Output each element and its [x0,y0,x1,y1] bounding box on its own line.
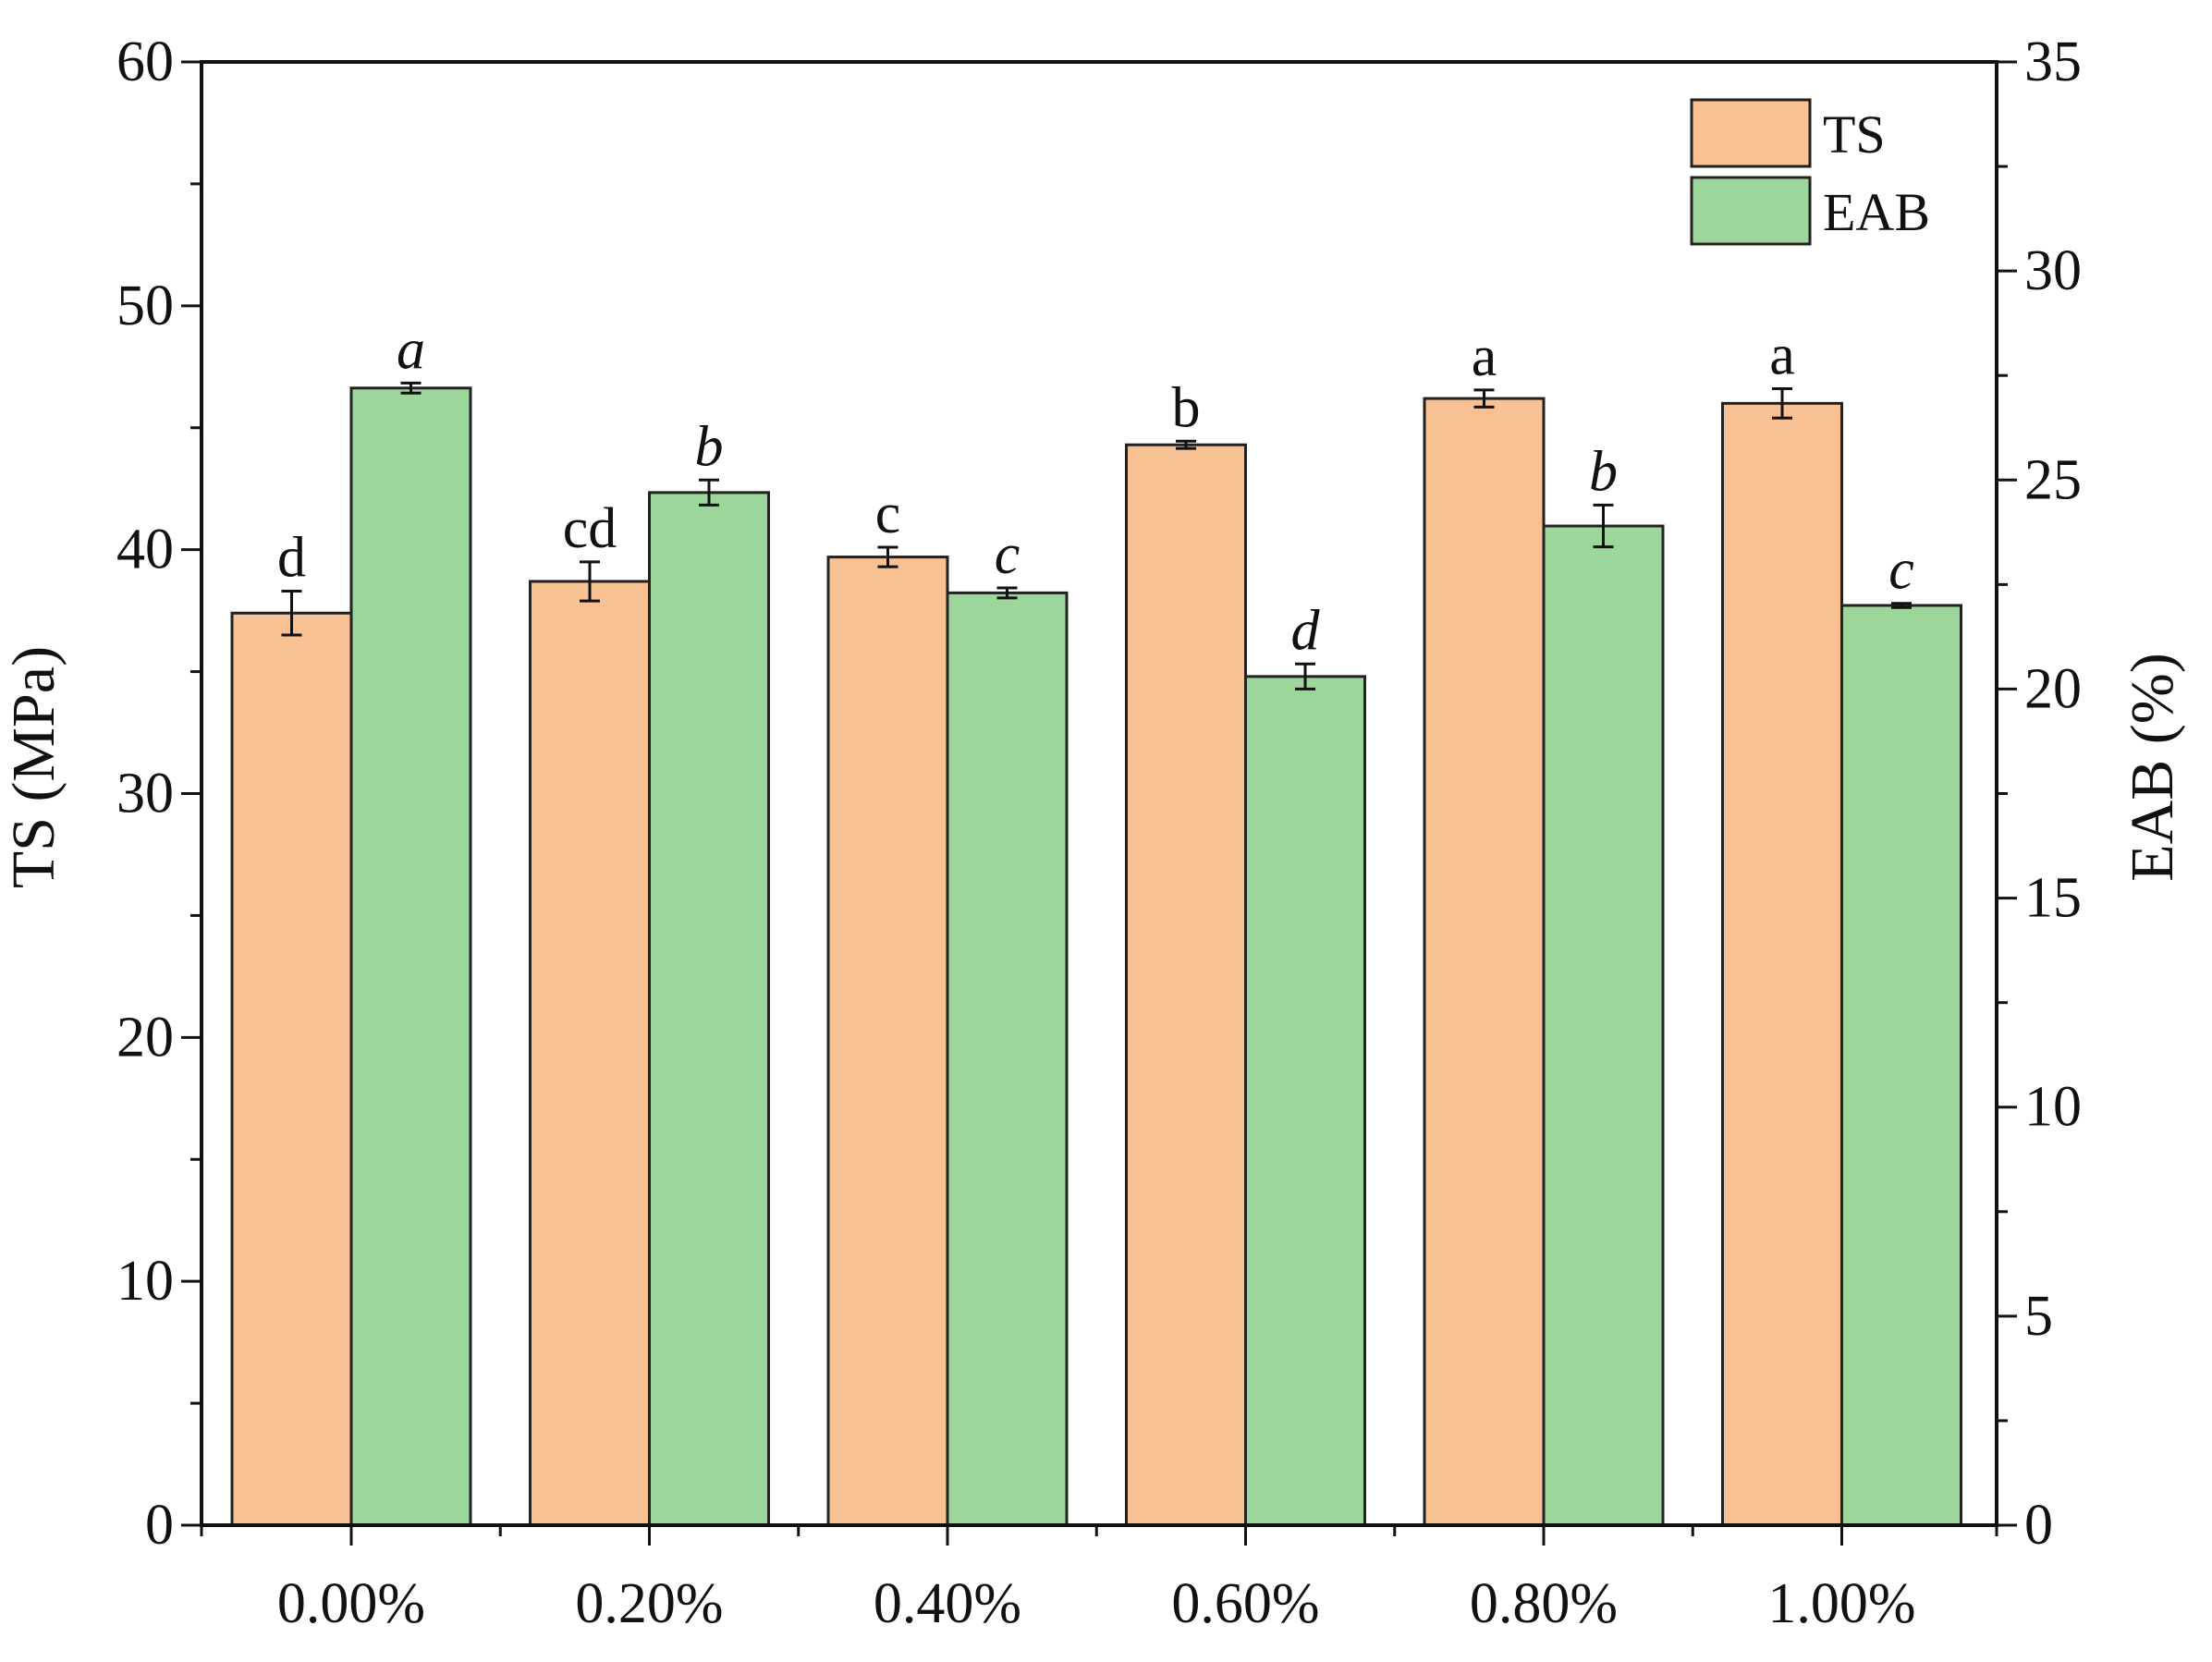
bar-ts-4 [1423,397,1546,1527]
error-bar-eab-0 [400,381,422,395]
error-bar-ts-1 [580,560,600,603]
legend-label-eab: EAB [1823,182,1930,242]
error-bar-ts-4 [1473,388,1495,409]
sig-label-ts-0: d [277,527,306,590]
y-axis-title: TS (MPa) [0,646,67,888]
x-tick-label-2: 0.40% [874,1572,1021,1635]
y2-tick-label-15: 15 [2024,867,2082,930]
sig-label-eab-4: b [1589,440,1618,503]
bar-eab-1 [648,491,770,1527]
sig-label-eab-0: a [397,318,425,381]
legend: TS EAB [1690,98,1930,246]
error-bar-eab-4 [1593,503,1614,549]
error-bar-eab-1 [699,478,719,507]
sig-label-eab-3: d [1291,599,1321,662]
sig-label-ts-5: a [1769,324,1795,387]
sig-label-ts-3: b [1172,376,1201,439]
bar-ts-5 [1721,401,1843,1527]
x-tick-label-1: 0.20% [575,1572,723,1635]
y2-tick-label-25: 25 [2024,448,2082,511]
bar-ts-0 [230,611,353,1527]
sig-label-eab-2: c [995,523,1020,586]
y-tick-label-40: 40 [116,519,174,581]
bar-eab-4 [1542,524,1665,1527]
error-bar-ts-3 [1176,439,1196,450]
error-bar-ts-2 [877,545,898,568]
bar-eab-0 [349,386,472,1527]
legend-label-ts: TS [1823,104,1886,165]
x-tick-label-0: 0.00% [277,1572,425,1635]
y2-tick-label-10: 10 [2024,1076,2082,1139]
legend-swatch-ts [1690,98,1812,168]
sig-label-ts-1: cd [563,497,617,560]
bar-ts-3 [1125,443,1247,1527]
y2-tick-label-5: 5 [2024,1285,2053,1348]
sig-label-eab-5: c [1888,539,1914,602]
bar-ts-2 [826,556,949,1527]
y2-axis-title: EAB (%) [2119,653,2186,881]
bar-ts-1 [529,580,651,1527]
x-tick-label-4: 0.80% [1470,1572,1618,1635]
bar-eab-2 [946,591,1069,1527]
y-tick-label-50: 50 [116,275,174,337]
bars-layer [230,386,1962,1527]
y2-tick-label-30: 30 [2024,239,2082,302]
y-tick-label-60: 60 [116,31,174,93]
y-tick-label-0: 0 [145,1494,174,1557]
error-bar-eab-3 [1295,662,1315,690]
y-tick-label-20: 20 [116,1006,174,1069]
y2-tick-label-0: 0 [2024,1494,2053,1557]
x-tick-label-5: 1.00% [1767,1572,1915,1635]
error-bar-eab-2 [996,586,1018,600]
error-bar-ts-0 [281,590,302,637]
axis-ticks-layer: 0 10 20 30 40 50 60 0 5 10 15 20 25 30 35 0.00% 0.20% 0.4… [116,31,2082,1635]
legend-swatch-eab [1690,176,1812,246]
x-tick-label-3: 0.60% [1171,1572,1319,1635]
sig-label-ts-4: a [1472,325,1497,388]
y2-tick-label-35: 35 [2024,31,2082,93]
y2-tick-label-20: 20 [2024,657,2082,720]
bar-eab-5 [1840,604,1962,1527]
sig-label-eab-1: b [695,415,724,478]
error-bar-ts-5 [1772,387,1792,420]
bar-eab-3 [1244,675,1366,1527]
error-bars-layer [281,381,1912,690]
y-tick-label-30: 30 [116,763,174,825]
sig-label-ts-2: c [875,483,901,545]
y-tick-label-10: 10 [116,1250,174,1313]
error-bar-eab-5 [1891,602,1912,609]
